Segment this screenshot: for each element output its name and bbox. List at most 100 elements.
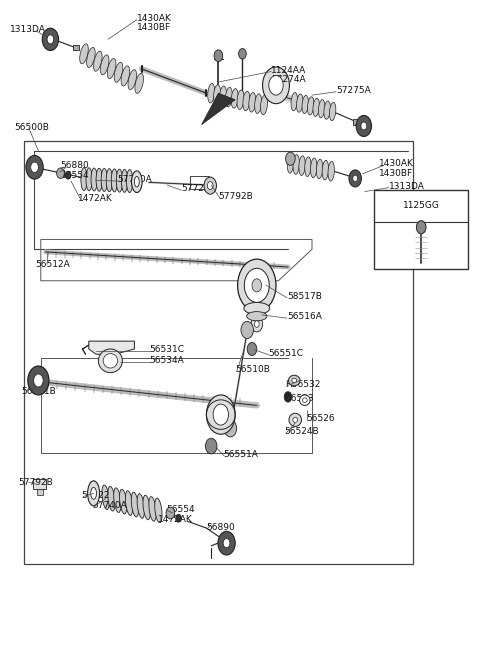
Ellipse shape [289, 413, 301, 426]
Circle shape [353, 175, 358, 182]
Ellipse shape [328, 161, 335, 181]
Circle shape [224, 420, 237, 437]
Circle shape [361, 122, 367, 130]
Text: 57722: 57722 [181, 184, 210, 194]
Ellipse shape [137, 494, 144, 518]
Circle shape [42, 28, 59, 51]
Circle shape [251, 316, 263, 332]
Ellipse shape [127, 169, 133, 193]
Ellipse shape [125, 491, 133, 516]
Circle shape [223, 539, 230, 548]
Ellipse shape [128, 70, 137, 90]
Circle shape [26, 155, 43, 179]
Polygon shape [202, 93, 235, 125]
Ellipse shape [297, 94, 303, 112]
Ellipse shape [291, 92, 298, 111]
Polygon shape [37, 489, 43, 495]
Ellipse shape [313, 98, 319, 116]
Circle shape [417, 220, 426, 234]
Circle shape [241, 321, 253, 338]
Text: 1125GG: 1125GG [403, 201, 440, 211]
Text: 56500B: 56500B [14, 123, 49, 133]
Circle shape [269, 75, 283, 95]
Text: 57792B: 57792B [18, 478, 53, 487]
Ellipse shape [102, 485, 109, 510]
Ellipse shape [116, 169, 122, 192]
Circle shape [244, 268, 269, 302]
Circle shape [205, 438, 217, 454]
Ellipse shape [114, 488, 121, 512]
Text: 1313DA: 1313DA [10, 25, 46, 34]
Text: 56510B: 56510B [235, 365, 270, 375]
Ellipse shape [143, 495, 150, 520]
Ellipse shape [244, 302, 270, 314]
Ellipse shape [132, 171, 142, 193]
Ellipse shape [96, 168, 102, 192]
Ellipse shape [86, 168, 92, 191]
Text: 1472AK: 1472AK [158, 515, 193, 524]
Ellipse shape [316, 159, 323, 179]
Ellipse shape [302, 95, 309, 113]
Ellipse shape [121, 169, 128, 192]
Circle shape [213, 404, 228, 425]
Ellipse shape [121, 66, 130, 86]
Text: 56524B: 56524B [285, 427, 319, 436]
Ellipse shape [98, 349, 122, 373]
Text: 58517B: 58517B [287, 292, 322, 301]
Circle shape [356, 115, 372, 136]
Polygon shape [353, 119, 359, 125]
Ellipse shape [134, 176, 139, 187]
Polygon shape [167, 509, 174, 517]
Circle shape [65, 171, 71, 179]
Ellipse shape [288, 375, 300, 386]
Ellipse shape [100, 55, 109, 75]
Polygon shape [58, 170, 64, 176]
Ellipse shape [293, 417, 298, 422]
Circle shape [286, 152, 295, 165]
Circle shape [214, 50, 223, 62]
Ellipse shape [103, 354, 118, 368]
Text: 56523: 56523 [286, 394, 314, 403]
Text: 56880: 56880 [60, 161, 89, 170]
Circle shape [166, 507, 175, 519]
Text: 56551A: 56551A [223, 450, 258, 459]
Ellipse shape [287, 154, 294, 173]
Text: 57740A: 57740A [118, 175, 152, 184]
Ellipse shape [81, 167, 87, 191]
Text: 56526: 56526 [306, 414, 335, 423]
Ellipse shape [308, 97, 314, 115]
Ellipse shape [249, 92, 256, 112]
Ellipse shape [225, 87, 232, 107]
Text: 56554: 56554 [166, 504, 195, 514]
Ellipse shape [155, 498, 162, 523]
Ellipse shape [108, 486, 115, 511]
Text: 57740A: 57740A [92, 501, 127, 510]
Text: 1430AK: 1430AK [137, 14, 172, 23]
Circle shape [204, 177, 216, 194]
Ellipse shape [293, 155, 300, 174]
Circle shape [238, 259, 276, 312]
Text: 56512A: 56512A [35, 260, 70, 269]
Text: H56532: H56532 [286, 380, 321, 389]
Ellipse shape [237, 90, 244, 110]
Circle shape [47, 35, 54, 44]
Text: 1430BF: 1430BF [137, 23, 171, 32]
Ellipse shape [300, 395, 310, 405]
Ellipse shape [114, 62, 123, 82]
Polygon shape [89, 341, 134, 354]
Text: 57792B: 57792B [218, 192, 253, 201]
Ellipse shape [108, 58, 116, 79]
Ellipse shape [208, 83, 215, 103]
Text: 56554: 56554 [60, 171, 89, 180]
Ellipse shape [94, 51, 102, 72]
Circle shape [28, 366, 49, 395]
Ellipse shape [111, 169, 118, 192]
Ellipse shape [106, 169, 112, 192]
Ellipse shape [329, 102, 336, 121]
Text: 57722: 57722 [82, 491, 110, 500]
Ellipse shape [91, 487, 96, 499]
Ellipse shape [318, 100, 325, 118]
Ellipse shape [214, 85, 220, 104]
Circle shape [34, 374, 43, 387]
Ellipse shape [255, 94, 262, 113]
